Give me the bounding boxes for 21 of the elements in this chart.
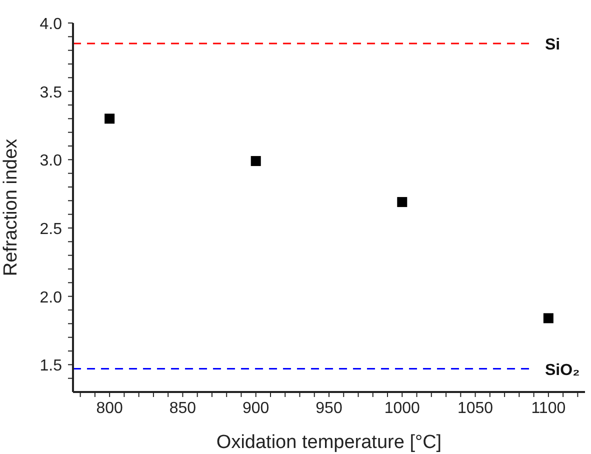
point <box>397 197 408 208</box>
x-tick-label: 800 <box>96 400 124 417</box>
point <box>104 114 115 124</box>
y-tick-label: 2.5 <box>40 221 62 238</box>
ref-line-label: SiO₂ <box>545 362 580 379</box>
y-tick-label: 3.5 <box>40 84 62 102</box>
point <box>250 156 261 166</box>
y-tick-label: 2.0 <box>40 289 62 306</box>
y-tick-label: 3.0 <box>40 152 62 170</box>
point <box>543 313 554 324</box>
x-axis-title: Oxidation temperature [°C] <box>216 432 442 453</box>
x-tick-label: 950 <box>316 400 342 417</box>
y-axis-title: Refraction index <box>0 138 22 276</box>
x-tick-label: 1000 <box>384 400 420 417</box>
x-tick-label: 1050 <box>457 400 494 417</box>
y-tick-label: 4.0 <box>40 16 62 33</box>
y-tick-label: 1.5 <box>40 358 62 375</box>
x-tick-label: 850 <box>169 400 196 417</box>
ref-line-label: Si <box>545 36 560 54</box>
x-tick-label: 900 <box>242 400 270 417</box>
x-tick-label: 1100 <box>531 400 566 417</box>
